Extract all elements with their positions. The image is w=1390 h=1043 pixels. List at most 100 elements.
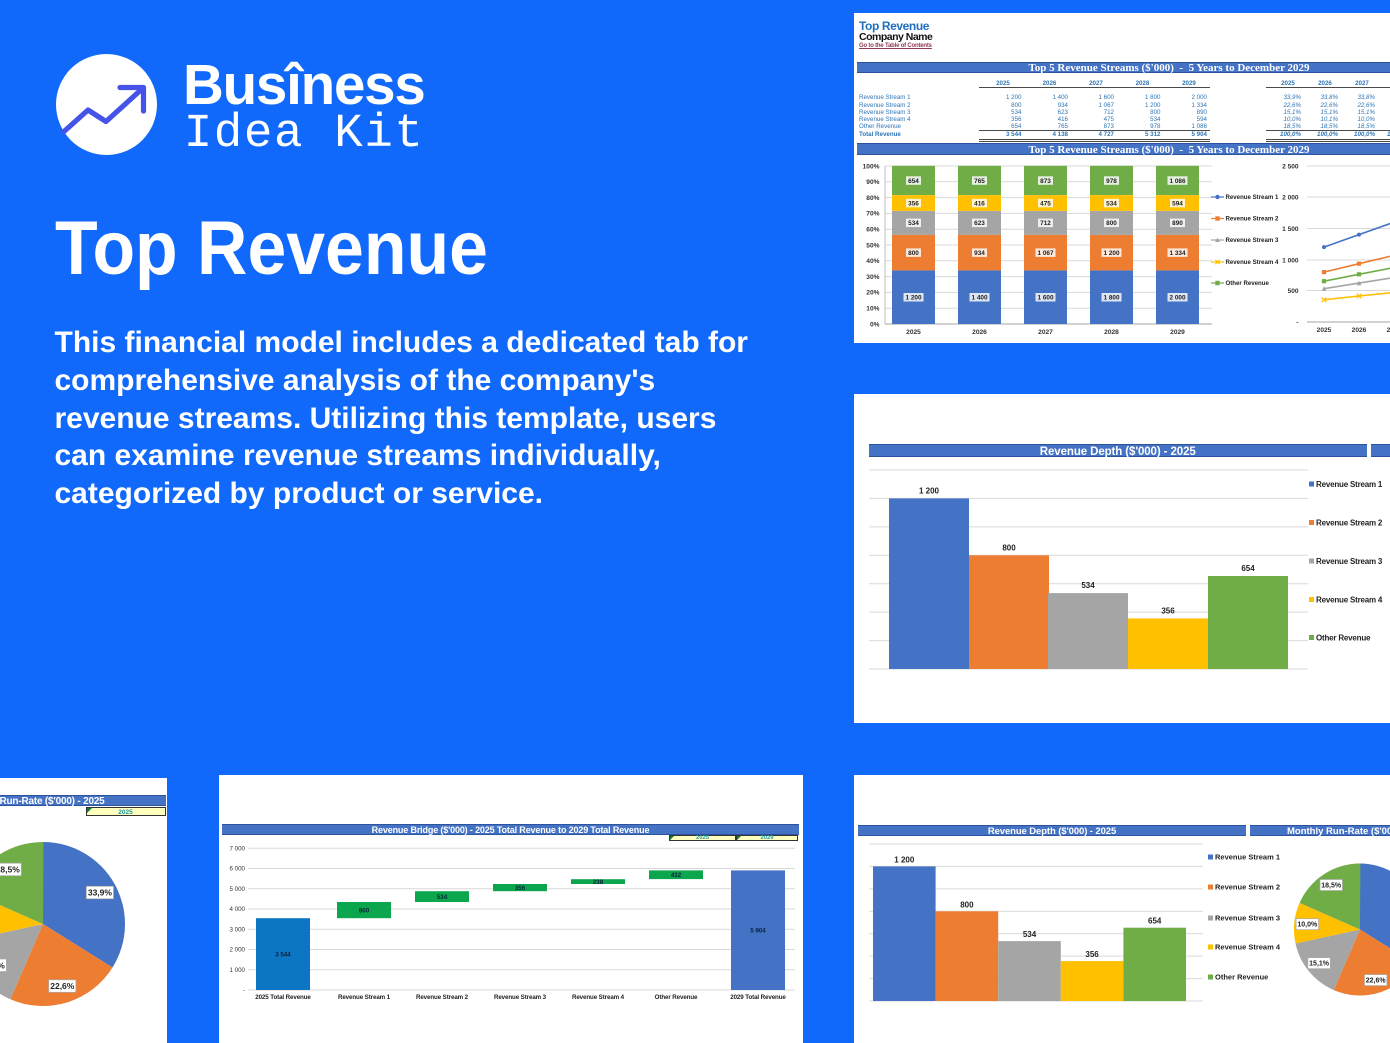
svg-text:238: 238 <box>593 879 604 886</box>
svg-text:873: 873 <box>1040 178 1051 185</box>
svg-text:654: 654 <box>908 178 919 185</box>
svg-text:6 000: 6 000 <box>230 866 246 873</box>
svg-text:800: 800 <box>1002 543 1016 552</box>
svg-text:2025: 2025 <box>1317 327 1332 334</box>
svg-text:Revenue Stream 3: Revenue Stream 3 <box>1226 237 1279 244</box>
svg-text:534: 534 <box>908 220 919 227</box>
svg-text:15,1%: 15,1% <box>0 960 5 970</box>
svg-text:2 000: 2 000 <box>1282 194 1299 201</box>
svg-text:890: 890 <box>1172 220 1183 227</box>
svg-text:594: 594 <box>1172 200 1183 207</box>
svg-text:534: 534 <box>1023 930 1037 939</box>
svg-text:1 200: 1 200 <box>894 855 915 864</box>
svg-text:Revenue Stream 3: Revenue Stream 3 <box>1215 914 1280 923</box>
svg-text:2028: 2028 <box>1104 329 1119 336</box>
svg-text:800: 800 <box>960 900 974 909</box>
svg-text:Revenue Stream 2: Revenue Stream 2 <box>1226 216 1279 223</box>
svg-text:Revenue Stream 4: Revenue Stream 4 <box>1316 595 1383 604</box>
svg-text:7 000: 7 000 <box>230 845 246 852</box>
svg-text:Revenue Stream 3: Revenue Stream 3 <box>494 994 547 1001</box>
svg-text:1 000: 1 000 <box>1282 257 1299 264</box>
svg-text:2027: 2027 <box>1387 327 1390 334</box>
svg-text:1 086: 1 086 <box>1170 178 1186 185</box>
svg-text:432: 432 <box>671 872 682 879</box>
svg-text:100%: 100% <box>863 163 880 170</box>
svg-text:1 400: 1 400 <box>972 295 988 302</box>
svg-text:Revenue Stream 4: Revenue Stream 4 <box>1215 943 1281 952</box>
svg-text:3 000: 3 000 <box>230 927 246 934</box>
svg-text:-: - <box>1296 319 1298 326</box>
svg-text:80%: 80% <box>866 195 879 202</box>
svg-text:2029: 2029 <box>1170 329 1185 336</box>
svg-text:654: 654 <box>1148 917 1162 926</box>
svg-text:Revenue Stream 2: Revenue Stream 2 <box>416 994 469 1001</box>
svg-text:2 000: 2 000 <box>1170 295 1186 302</box>
svg-text:1 200: 1 200 <box>1104 250 1120 257</box>
svg-text:15,1%: 15,1% <box>1309 961 1330 968</box>
svg-text:3 544: 3 544 <box>275 951 291 958</box>
svg-text:40%: 40% <box>866 258 879 265</box>
svg-text:10%: 10% <box>866 306 879 313</box>
svg-text:Other Revenue: Other Revenue <box>1215 973 1268 982</box>
svg-text:2027: 2027 <box>1038 329 1053 336</box>
svg-text:Revenue Stream 4: Revenue Stream 4 <box>572 994 625 1001</box>
svg-text:356: 356 <box>1161 606 1175 615</box>
svg-text:534: 534 <box>1081 581 1095 590</box>
svg-text:1 334: 1 334 <box>1170 250 1186 257</box>
svg-text:18,5%: 18,5% <box>0 865 20 875</box>
svg-text:10,0%: 10,0% <box>1297 922 1318 929</box>
svg-text:60%: 60% <box>866 227 879 234</box>
svg-text:Revenue Stream 4: Revenue Stream 4 <box>1226 259 1279 266</box>
svg-text:30%: 30% <box>866 274 879 281</box>
svg-text:356: 356 <box>515 885 526 892</box>
svg-text:534: 534 <box>1106 200 1117 207</box>
svg-text:Revenue Stream 2: Revenue Stream 2 <box>1316 518 1383 527</box>
svg-text:Other Revenue: Other Revenue <box>1316 633 1371 642</box>
svg-text:1 200: 1 200 <box>919 486 940 495</box>
svg-text:1 600: 1 600 <box>1038 295 1054 302</box>
svg-text:356: 356 <box>1085 950 1099 959</box>
svg-text:1 800: 1 800 <box>1104 295 1120 302</box>
svg-text:18,5%: 18,5% <box>1321 883 1342 890</box>
svg-text:4 000: 4 000 <box>230 906 246 913</box>
svg-text:5 000: 5 000 <box>230 886 246 893</box>
svg-text:800: 800 <box>908 250 919 257</box>
svg-text:2025 Total Revenue: 2025 Total Revenue <box>255 994 311 1001</box>
svg-text:416: 416 <box>974 200 985 207</box>
svg-text:22,6%: 22,6% <box>50 981 75 991</box>
svg-text:-: - <box>243 987 245 994</box>
svg-text:0%: 0% <box>870 321 880 328</box>
svg-text:978: 978 <box>1106 178 1117 185</box>
svg-text:Revenue Stream 1: Revenue Stream 1 <box>1215 853 1280 862</box>
svg-text:Revenue Stream 1: Revenue Stream 1 <box>338 994 391 1001</box>
svg-text:Other Revenue: Other Revenue <box>1226 280 1270 287</box>
svg-text:Revenue Stream 3: Revenue Stream 3 <box>1316 557 1383 566</box>
svg-text:765: 765 <box>974 178 985 185</box>
svg-text:800: 800 <box>359 907 370 914</box>
svg-text:475: 475 <box>1040 200 1051 207</box>
svg-text:1 200: 1 200 <box>906 295 922 302</box>
svg-text:654: 654 <box>1241 564 1255 573</box>
svg-text:Revenue Stream 1: Revenue Stream 1 <box>1226 194 1279 201</box>
svg-text:1 067: 1 067 <box>1038 250 1054 257</box>
svg-text:712: 712 <box>1040 220 1051 227</box>
svg-text:70%: 70% <box>866 211 879 218</box>
svg-text:1 000: 1 000 <box>230 967 246 974</box>
svg-text:90%: 90% <box>866 179 879 186</box>
svg-text:500: 500 <box>1288 288 1299 295</box>
svg-text:1 500: 1 500 <box>1282 226 1299 233</box>
svg-text:934: 934 <box>974 250 985 257</box>
svg-text:2026: 2026 <box>1352 327 1367 334</box>
svg-text:2 000: 2 000 <box>230 947 246 954</box>
svg-text:800: 800 <box>1106 220 1117 227</box>
svg-text:356: 356 <box>908 200 919 207</box>
svg-text:50%: 50% <box>866 242 879 249</box>
svg-text:33,9%: 33,9% <box>88 888 113 898</box>
svg-text:2026: 2026 <box>972 329 987 336</box>
svg-text:22,6%: 22,6% <box>1366 978 1387 985</box>
svg-text:Revenue Stream 1: Revenue Stream 1 <box>1316 480 1383 489</box>
svg-text:623: 623 <box>974 220 985 227</box>
svg-text:2025: 2025 <box>906 329 921 336</box>
svg-text:20%: 20% <box>866 290 879 297</box>
svg-text:2029 Total Revenue: 2029 Total Revenue <box>730 994 786 1001</box>
